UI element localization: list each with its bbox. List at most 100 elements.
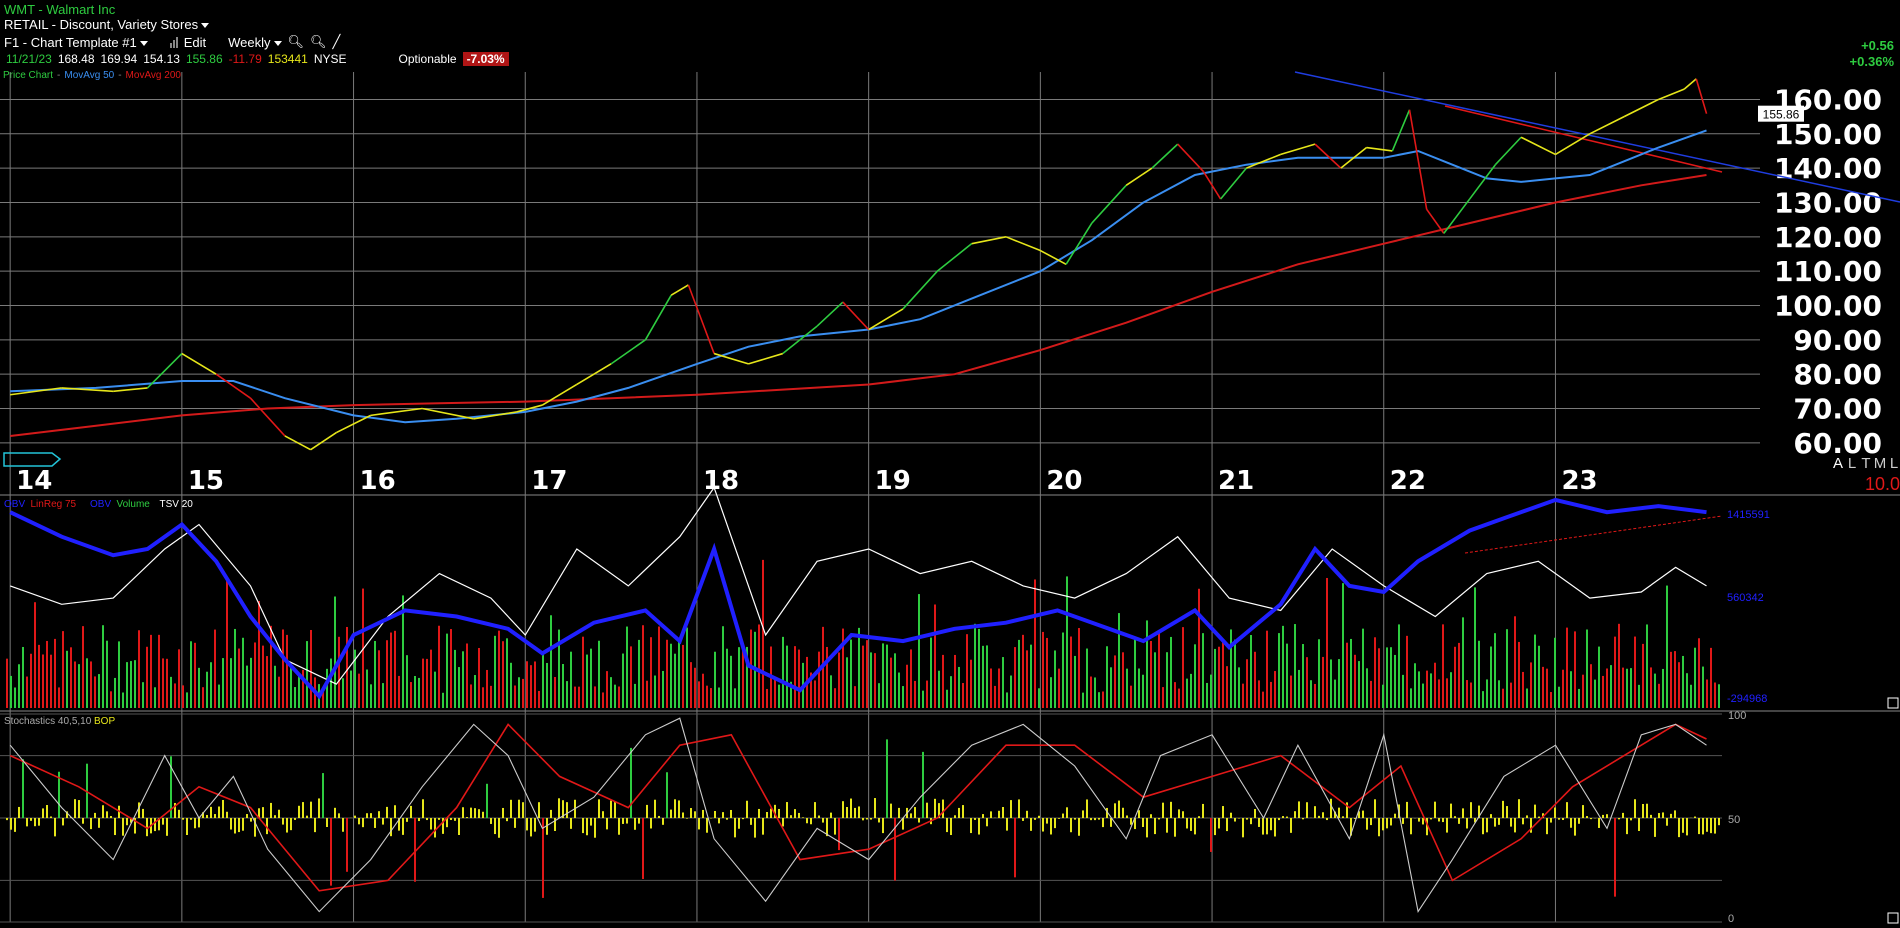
bop-bar	[1014, 818, 1016, 878]
bop-bar	[1078, 818, 1080, 836]
bop-bar	[1006, 818, 1008, 831]
volume-bar	[726, 648, 728, 708]
volume-bar	[1106, 646, 1108, 708]
volume-bar	[1506, 629, 1508, 708]
volume-bar	[1686, 673, 1688, 708]
volume-bar	[1290, 675, 1292, 708]
bop-bar	[698, 818, 700, 830]
volume-bar	[530, 665, 532, 708]
bop-bar	[362, 818, 364, 828]
volume-bar	[510, 662, 512, 708]
bop-bar	[1650, 814, 1652, 818]
price-segment	[1426, 208, 1445, 234]
volume-bar	[710, 688, 712, 708]
zoom-in-icon[interactable]: 🔍︎	[287, 34, 305, 49]
price-segment	[1494, 136, 1522, 166]
bop-bar	[1074, 818, 1076, 820]
volume-bar	[1382, 684, 1384, 708]
volume-bar	[166, 658, 168, 708]
bop-bar	[1294, 811, 1296, 818]
bop-bar	[298, 805, 300, 818]
price-legend: Price Chart - MovAvg 50- MovAvg 200	[3, 70, 181, 81]
bop-bar	[642, 818, 644, 879]
bop-bar	[1562, 818, 1564, 821]
volume-bar	[886, 644, 888, 708]
chart-template-selector[interactable]: F1 - Chart Template #1	[4, 35, 148, 50]
bop-bar	[570, 818, 572, 829]
bop-bar	[1162, 802, 1164, 818]
bop-bar	[1170, 801, 1172, 818]
volume-bar	[1126, 668, 1128, 708]
volume-bar	[1646, 624, 1648, 708]
bop-bar	[1502, 800, 1504, 818]
bop-bar	[346, 818, 348, 872]
bop-bar	[290, 818, 292, 831]
bop-bar	[1346, 802, 1348, 818]
period-selector[interactable]: Weekly	[228, 35, 282, 50]
bop-bar	[250, 818, 252, 822]
stoch-y-label: 100	[1728, 710, 1746, 722]
bop-bar	[366, 813, 368, 818]
volume-bar	[762, 559, 764, 708]
bop-bar	[254, 818, 256, 837]
bop-bar	[1186, 818, 1188, 829]
price-segment	[1468, 164, 1496, 200]
bop-bar	[258, 808, 260, 818]
volume-bar	[494, 635, 496, 708]
volume-bar	[110, 691, 112, 708]
bop-bar	[338, 813, 340, 818]
volume-bar	[1698, 638, 1700, 708]
price-segment	[1177, 143, 1205, 173]
volume-bar	[418, 677, 420, 708]
bop-bar	[126, 818, 128, 826]
bop-bar	[1270, 818, 1272, 831]
quote-change: -11.79	[228, 52, 262, 66]
price-segment	[971, 236, 1007, 245]
draw-line-icon[interactable]: ╱	[332, 34, 341, 49]
bop-bar	[834, 818, 836, 835]
volume-bar	[330, 658, 332, 708]
bop-bar	[1494, 818, 1496, 827]
bop-bar	[990, 811, 992, 818]
industry-label[interactable]: RETAIL - Discount, Variety Stores	[4, 17, 210, 32]
volume-legend-item: TSV 20	[160, 499, 194, 510]
volume-bar	[910, 649, 912, 708]
bop-bar	[302, 802, 304, 818]
bop-bar	[1386, 818, 1388, 829]
bop-bar	[114, 818, 116, 836]
quote-close: 155.86	[185, 52, 223, 66]
chevron-down-icon[interactable]	[201, 23, 210, 29]
volume-bar	[1482, 691, 1484, 708]
bop-bar	[490, 818, 492, 824]
volume-bar	[734, 688, 736, 708]
volume-bar	[414, 676, 416, 708]
bop-bar	[1002, 807, 1004, 818]
bop-bar	[558, 798, 560, 818]
x-tick-label: 15	[188, 466, 224, 496]
volume-bar	[626, 626, 628, 708]
volume-bar	[574, 686, 576, 708]
volume-bar	[1214, 648, 1216, 708]
bop-bar	[1102, 818, 1104, 828]
bar-chart-icon[interactable]	[169, 36, 178, 48]
bop-bar	[1154, 818, 1156, 835]
volume-bar	[922, 690, 924, 708]
volume-bar	[350, 670, 352, 708]
volume-bar	[1054, 650, 1056, 708]
right-pct-change: +0.36%	[1849, 54, 1894, 69]
volume-bar	[402, 595, 404, 708]
volume-bar	[1606, 668, 1608, 708]
volume-bar	[622, 653, 624, 708]
bop-bar	[1566, 802, 1568, 818]
bop-bar	[234, 818, 236, 834]
edit-button[interactable]: Edit	[183, 34, 207, 50]
volume-bar	[1162, 687, 1164, 708]
volume-legend-item: Volume	[117, 499, 151, 510]
bop-bar	[798, 812, 800, 818]
volume-bar	[954, 654, 956, 708]
volume-bar	[206, 671, 208, 708]
volume-bar	[1334, 679, 1336, 708]
price-segment	[1220, 167, 1248, 200]
zoom-out-icon[interactable]: 🔍︎	[310, 34, 327, 49]
